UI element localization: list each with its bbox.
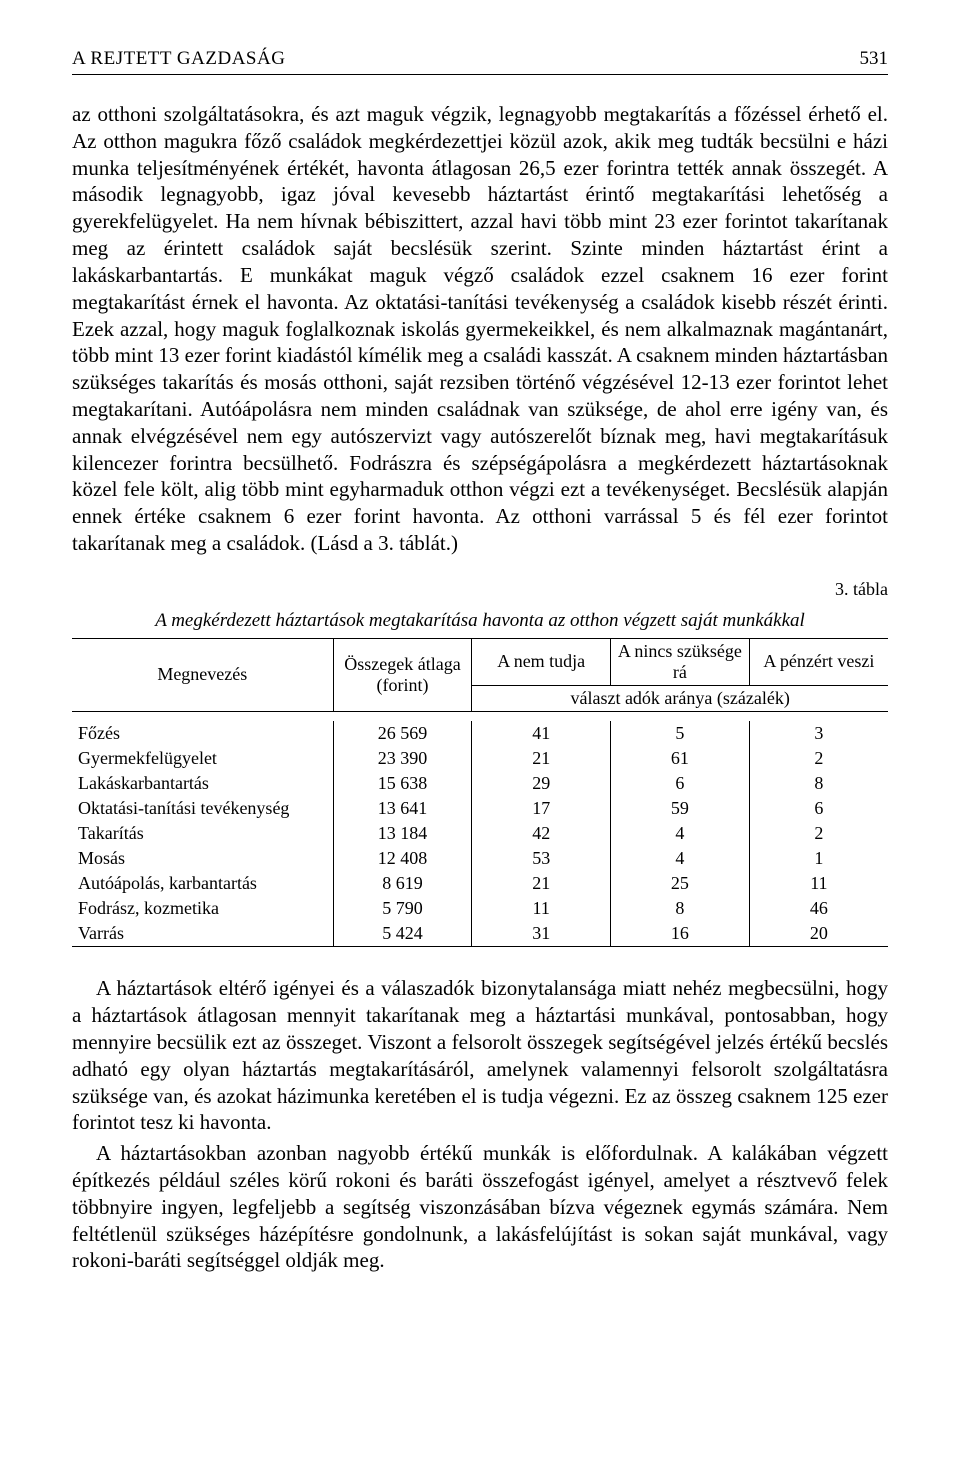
row-c3: 2: [749, 821, 888, 846]
row-c1: 53: [472, 846, 611, 871]
table-row: Autóápolás, karbantartás8 619212511: [72, 871, 888, 896]
table-body: Főzés26 5694153Gyermekfelügyelet23 39021…: [72, 711, 888, 947]
row-label: Lakáskarbantartás: [72, 771, 333, 796]
row-c1: 29: [472, 771, 611, 796]
post-table-paragraphs: A háztartások eltérő igényei és a válasz…: [72, 975, 888, 1274]
row-c3: 1: [749, 846, 888, 871]
page: A REJTETT GAZDASÁG 531 az otthoni szolgá…: [0, 0, 960, 1480]
row-label: Mosás: [72, 846, 333, 871]
row-label: Takarítás: [72, 821, 333, 846]
row-label: Autóápolás, karbantartás: [72, 871, 333, 896]
savings-table: Megnevezés Összegek átlaga (forint) A ne…: [72, 638, 888, 948]
row-c2: 8: [611, 896, 750, 921]
table-number-label: 3. tábla: [72, 579, 888, 600]
row-label: Főzés: [72, 721, 333, 746]
row-c2: 25: [611, 871, 750, 896]
th-sub-caption: választ adók aránya (százalék): [472, 685, 888, 711]
row-c3: 2: [749, 746, 888, 771]
row-c3: 8: [749, 771, 888, 796]
row-c3: 11: [749, 871, 888, 896]
row-c1: 17: [472, 796, 611, 821]
row-avg: 8 619: [333, 871, 472, 896]
body-paragraph-2: A háztartások eltérő igényei és a válasz…: [72, 975, 888, 1136]
row-c2: 4: [611, 846, 750, 871]
row-c2: 6: [611, 771, 750, 796]
th-nem-tudja: A nem tudja: [472, 638, 611, 685]
table-row: Lakáskarbantartás15 6382968: [72, 771, 888, 796]
row-avg: 13 641: [333, 796, 472, 821]
running-header: A REJTETT GAZDASÁG 531: [72, 48, 888, 70]
body-paragraph-3: A háztartásokban azonban nagyobb értékű …: [72, 1140, 888, 1274]
table-head: Megnevezés Összegek átlaga (forint) A ne…: [72, 638, 888, 711]
row-avg: 26 569: [333, 721, 472, 746]
row-avg: 23 390: [333, 746, 472, 771]
table-row: Fodrász, kozmetika5 79011846: [72, 896, 888, 921]
table-row: Mosás12 4085341: [72, 846, 888, 871]
row-c1: 41: [472, 721, 611, 746]
row-c1: 21: [472, 871, 611, 896]
row-c3: 3: [749, 721, 888, 746]
table-row: Oktatási-tanítási tevékenység13 64117596: [72, 796, 888, 821]
row-c2: 16: [611, 921, 750, 947]
row-c3: 46: [749, 896, 888, 921]
row-avg: 15 638: [333, 771, 472, 796]
header-page-number: 531: [860, 48, 889, 70]
table-row: Gyermekfelügyelet23 39021612: [72, 746, 888, 771]
th-megnevezes: Megnevezés: [72, 638, 333, 711]
row-c2: 4: [611, 821, 750, 846]
row-c1: 21: [472, 746, 611, 771]
row-avg: 12 408: [333, 846, 472, 871]
row-c2: 61: [611, 746, 750, 771]
row-c3: 6: [749, 796, 888, 821]
th-osszeg: Összegek átlaga (forint): [333, 638, 472, 711]
table-caption: A megkérdezett háztartások megtakarítása…: [72, 610, 888, 632]
row-label: Fodrász, kozmetika: [72, 896, 333, 921]
row-c1: 31: [472, 921, 611, 947]
body-paragraph-1: az otthoni szolgáltatásokra, és azt magu…: [72, 101, 888, 557]
row-c1: 42: [472, 821, 611, 846]
th-nincs-szuksege: A nincs szüksége rá: [611, 638, 750, 685]
row-label: Oktatási-tanítási tevékenység: [72, 796, 333, 821]
row-c3: 20: [749, 921, 888, 947]
row-avg: 5 790: [333, 896, 472, 921]
header-title: A REJTETT GAZDASÁG: [72, 48, 285, 70]
header-rule: [72, 74, 888, 75]
table-row: Varrás5 424311620: [72, 921, 888, 947]
row-avg: 5 424: [333, 921, 472, 947]
row-label: Varrás: [72, 921, 333, 947]
table-row: Főzés26 5694153: [72, 721, 888, 746]
row-label: Gyermekfelügyelet: [72, 746, 333, 771]
th-penzert-veszi: A pénzért veszi: [749, 638, 888, 685]
row-c1: 11: [472, 896, 611, 921]
table-row: Takarítás13 1844242: [72, 821, 888, 846]
row-avg: 13 184: [333, 821, 472, 846]
row-c2: 5: [611, 721, 750, 746]
row-c2: 59: [611, 796, 750, 821]
